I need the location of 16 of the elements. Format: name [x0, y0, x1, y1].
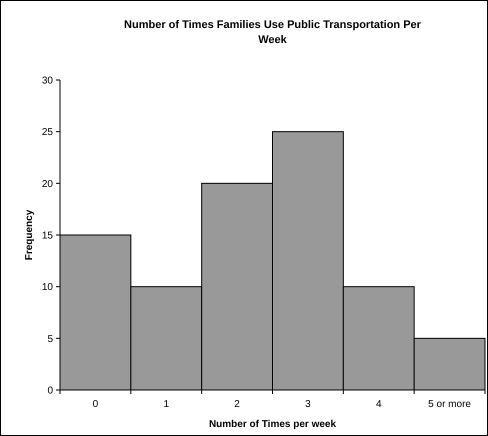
- y-tick-label: 10: [42, 282, 54, 294]
- y-tick-label: 5: [47, 334, 54, 345]
- y-tick-label: 15: [42, 230, 54, 242]
- y-axis-title: Frequency: [24, 209, 35, 260]
- x-tick-label: 4: [376, 399, 382, 410]
- x-axis-title: Number of Times per week: [208, 419, 336, 430]
- x-tick-label: 2: [234, 399, 240, 410]
- y-tick-label: 25: [42, 127, 54, 138]
- x-tick-label: 3: [305, 399, 312, 410]
- x-tick-label: 1: [163, 399, 170, 410]
- chart-title: Number of Times Families Use Public Transportation Per Week: [124, 19, 422, 46]
- x-tick-label: 0: [92, 399, 99, 410]
- y-tick-label: 0: [47, 386, 54, 396]
- y-tick-label: 20: [42, 178, 54, 190]
- x-tick-label: 5 or more: [428, 399, 472, 410]
- y-tick-label: 30: [42, 76, 54, 86]
